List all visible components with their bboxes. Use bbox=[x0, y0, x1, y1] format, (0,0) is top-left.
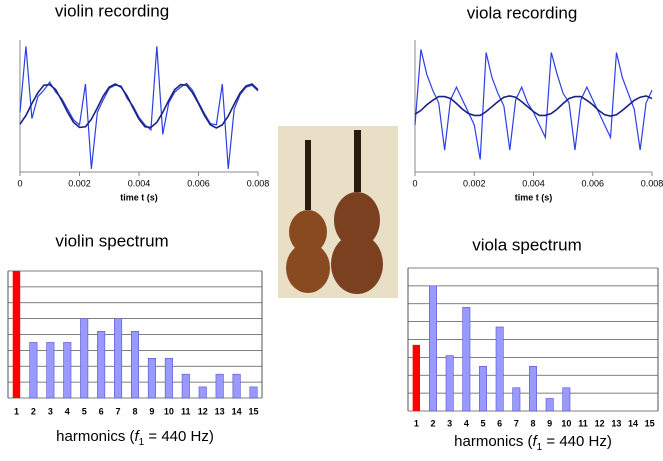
waveform bbox=[414, 49, 653, 160]
bar bbox=[114, 318, 123, 399]
x-tick-label: 14 bbox=[232, 406, 242, 416]
x-axis-label-part: 1 bbox=[537, 442, 543, 453]
x-tick-label: 11 bbox=[181, 406, 191, 416]
bar bbox=[412, 344, 420, 411]
x-tick-label: 10 bbox=[561, 418, 571, 428]
x-tick-label: 0.008 bbox=[247, 178, 270, 188]
x-axis-label-part: = 440 Hz) bbox=[144, 428, 214, 445]
x-tick-label: 2 bbox=[31, 406, 36, 416]
x-tick-label: 0.004 bbox=[522, 178, 545, 188]
bar bbox=[479, 366, 487, 412]
bar bbox=[97, 331, 106, 399]
x-tick-label: 0 bbox=[17, 178, 22, 188]
x-tick-label: 15 bbox=[645, 418, 655, 428]
bar bbox=[46, 342, 55, 399]
bar bbox=[445, 355, 454, 412]
x-tick-label: 11 bbox=[578, 418, 588, 428]
violin-neck bbox=[305, 140, 311, 210]
bar bbox=[545, 398, 554, 412]
x-tick-label: 2 bbox=[430, 418, 435, 428]
x-tick-label: 0.008 bbox=[641, 178, 663, 188]
x-tick-label: 7 bbox=[116, 406, 121, 416]
bar bbox=[249, 386, 258, 399]
bar bbox=[130, 331, 140, 399]
bar bbox=[232, 373, 241, 399]
x-tick-label: 5 bbox=[480, 418, 485, 428]
bar bbox=[512, 387, 521, 412]
x-axis-label-part: harmonics ( bbox=[454, 433, 532, 450]
x-tick-label: 4 bbox=[464, 418, 469, 428]
waveform bbox=[414, 95, 653, 117]
bar bbox=[29, 342, 38, 399]
bar bbox=[164, 358, 173, 399]
bar bbox=[181, 373, 190, 399]
x-tick-label: 13 bbox=[215, 406, 225, 416]
x-tick-label: 0.002 bbox=[68, 178, 91, 188]
photo bbox=[278, 126, 398, 298]
x-tick-label: 6 bbox=[497, 418, 502, 428]
x-axis-label-part: f bbox=[135, 428, 141, 445]
x-axis-label-part: f bbox=[533, 433, 539, 450]
bar bbox=[495, 326, 504, 412]
x-axis-label: time t (s) bbox=[515, 192, 553, 202]
x-axis-label-part: harmonics ( bbox=[56, 428, 134, 445]
viola-upper-body bbox=[334, 192, 380, 248]
x-axis-label: harmonics (f1 = 440 Hz) bbox=[56, 428, 214, 448]
x-axis-label: harmonics (f1 = 440 Hz) bbox=[454, 433, 612, 453]
viola-lower-body bbox=[331, 234, 383, 294]
bar bbox=[198, 386, 207, 399]
x-tick-label: 7 bbox=[514, 418, 519, 428]
violin-upper-body bbox=[289, 210, 327, 254]
x-tick-label: 0.004 bbox=[128, 178, 151, 188]
x-tick-label: 9 bbox=[547, 418, 552, 428]
violin-lower-body bbox=[286, 243, 330, 293]
bar bbox=[215, 373, 224, 399]
x-tick-label: 4 bbox=[65, 406, 70, 416]
bar bbox=[562, 387, 571, 412]
x-tick-label: 1 bbox=[414, 418, 419, 428]
bar bbox=[429, 285, 437, 412]
chart-title: violin spectrum bbox=[55, 231, 168, 250]
x-tick-label: 9 bbox=[149, 406, 154, 416]
bar bbox=[529, 366, 537, 412]
x-tick-label: 0.002 bbox=[463, 178, 486, 188]
x-tick-label: 10 bbox=[164, 406, 174, 416]
x-tick-label: 3 bbox=[447, 418, 452, 428]
bar bbox=[462, 307, 471, 412]
x-tick-label: 12 bbox=[198, 406, 208, 416]
x-tick-label: 3 bbox=[48, 406, 53, 416]
bar bbox=[63, 342, 72, 399]
x-tick-label: 13 bbox=[611, 418, 621, 428]
x-tick-label: 8 bbox=[132, 406, 137, 416]
waveform bbox=[19, 83, 259, 129]
x-tick-label: 8 bbox=[530, 418, 535, 428]
x-tick-label: 0 bbox=[412, 178, 417, 188]
chart-title: viola recording bbox=[467, 3, 578, 22]
bar bbox=[147, 358, 156, 399]
x-tick-label: 1 bbox=[14, 406, 19, 416]
chart-title: viola spectrum bbox=[472, 235, 582, 254]
x-tick-label: 6 bbox=[99, 406, 104, 416]
viola-neck bbox=[354, 130, 361, 192]
x-tick-label: 0.006 bbox=[187, 178, 210, 188]
bar bbox=[12, 271, 21, 398]
x-axis-label-part: = 440 Hz) bbox=[542, 433, 612, 450]
waveform bbox=[19, 46, 259, 169]
x-tick-label: 0.006 bbox=[581, 178, 604, 188]
chart-title: violin recording bbox=[55, 1, 169, 20]
x-axis-label-part: 1 bbox=[139, 437, 145, 448]
x-tick-label: 12 bbox=[595, 418, 605, 428]
x-tick-label: 14 bbox=[628, 418, 638, 428]
x-axis-label: time t (s) bbox=[120, 192, 158, 202]
x-tick-label: 5 bbox=[82, 406, 87, 416]
bar bbox=[80, 318, 89, 399]
x-tick-label: 15 bbox=[249, 406, 259, 416]
